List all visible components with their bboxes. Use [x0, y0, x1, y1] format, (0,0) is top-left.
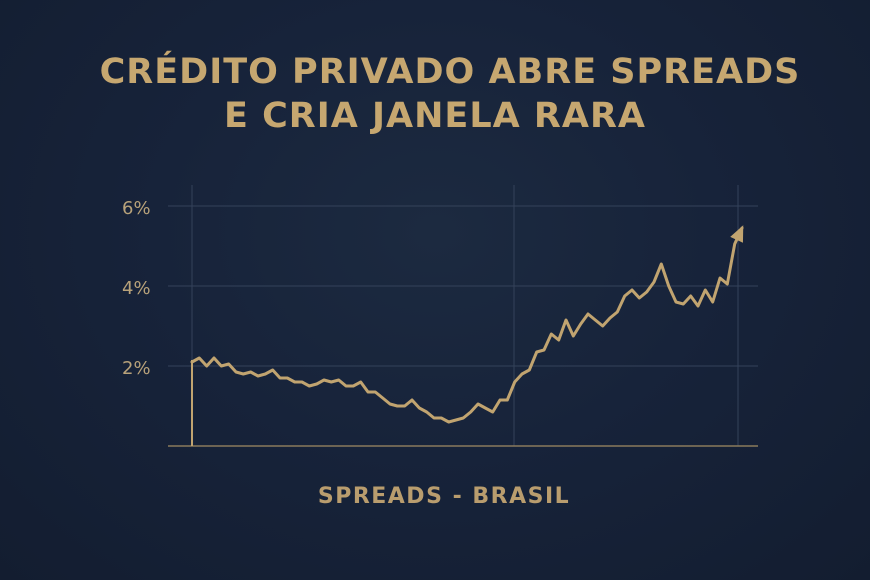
chart-title-line-1: CRÉDITO PRIVADO ABRE SPREADS [99, 52, 801, 92]
series-line [190, 226, 744, 424]
y-tick-label: 6% [122, 198, 151, 219]
chart-caption: SPREADS - BRASIL [317, 484, 571, 509]
chart-title: CRÉDITO PRIVADO ABRE SPREADS E CRIA JANE… [0, 50, 870, 138]
trend-arrowhead [730, 225, 744, 243]
y-tick-label: 2% [122, 358, 151, 379]
y-tick-label: 4% [122, 278, 151, 299]
chart-title-line-2: E CRIA JANELA RARA [224, 96, 646, 136]
